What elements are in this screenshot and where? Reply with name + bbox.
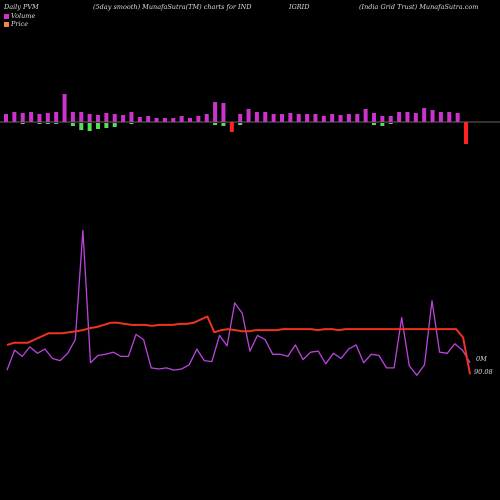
volume-bar [4, 114, 8, 122]
volume-bar [12, 112, 17, 122]
volume-below-bar [96, 123, 100, 129]
volume-bar [54, 112, 59, 122]
volume-bar [229, 122, 234, 132]
volume-bar [346, 114, 351, 122]
volume-zero-label: 0M [476, 355, 487, 363]
volume-bar [79, 112, 84, 122]
volume-bar [129, 112, 134, 122]
volume-bar [45, 113, 50, 122]
volume-bar [196, 116, 201, 122]
volume-bar [221, 103, 226, 122]
volume-below-bar [45, 123, 50, 124]
volume-below-bar [238, 123, 243, 125]
volume-bar [422, 108, 427, 122]
volume-bar [104, 113, 109, 122]
volume-bar [313, 114, 318, 122]
volume-bar [288, 113, 293, 122]
volume-below-bar [372, 123, 376, 125]
volume-below-bar [380, 123, 385, 126]
price-line [6, 315, 471, 375]
pvm-line [6, 229, 471, 376]
volume-bar [188, 118, 192, 122]
legend-volume-label: Volume [11, 12, 36, 20]
volume-bar [246, 109, 251, 122]
volume-bar [254, 112, 259, 122]
volume-bar [162, 118, 167, 122]
volume-bar [372, 113, 376, 122]
volume-below-bar [221, 123, 226, 126]
volume-bar [438, 112, 443, 122]
legend-price-label: Price [11, 20, 29, 28]
volume-bar [70, 112, 75, 122]
header-title: (5day smooth) MunafaSutra(TM) charts for… [93, 3, 252, 11]
volume-bar [29, 112, 34, 122]
volume-bar [397, 112, 402, 122]
volume-bar [321, 116, 326, 122]
legend-volume-swatch [4, 13, 9, 19]
volume-bar [37, 114, 42, 122]
volume-bar [213, 102, 218, 122]
volume-bar [363, 109, 368, 122]
volume-bar [464, 122, 468, 144]
volume-bar [338, 115, 343, 122]
volume-bar [405, 112, 410, 122]
legend-price: Price [4, 20, 28, 28]
volume-below-bar [104, 123, 109, 128]
volume-bar [112, 114, 117, 122]
volume-bar [179, 116, 184, 122]
volume-below-bar [112, 123, 117, 127]
price-last-label: 90.08 [474, 368, 493, 376]
volume-bar [204, 114, 209, 122]
volume-bar [263, 112, 268, 122]
volume-below-bar [213, 123, 218, 125]
volume-below-bar [70, 123, 75, 126]
volume-bar [413, 113, 418, 122]
volume-bar [430, 110, 435, 122]
volume-bar [238, 114, 243, 122]
volume-bar [121, 115, 126, 122]
legend-price-swatch [4, 21, 9, 27]
volume-bar [455, 113, 460, 122]
volume-bar [447, 112, 452, 122]
volume-bar [305, 114, 310, 122]
volume-bar [87, 114, 92, 122]
volume-bar [296, 114, 301, 122]
header-symbol: IGRID [289, 3, 310, 11]
volume-bar [388, 116, 393, 122]
volume-bar [271, 114, 276, 122]
volume-below-bar [54, 123, 59, 124]
volume-below-bar [79, 123, 84, 130]
volume-below-bar [37, 123, 42, 124]
volume-bar [62, 94, 67, 122]
volume-bar [355, 114, 360, 122]
volume-below-bar [87, 123, 92, 131]
volume-bar [96, 115, 100, 122]
volume-below-bar [129, 123, 134, 124]
volume-below-bar [388, 123, 393, 124]
volume-bar [154, 118, 159, 122]
volume-bar [330, 114, 335, 122]
header-right-label: (India Grid Trust) MunafaSutra.com [359, 3, 479, 11]
volume-bar [137, 117, 142, 122]
volume-bar [171, 118, 176, 122]
volume-bar [20, 113, 25, 122]
header-left-label: Daily PVM [4, 3, 39, 11]
legend-volume: Volume [4, 12, 35, 20]
volume-bar [146, 116, 151, 122]
volume-bar [380, 116, 385, 122]
volume-bar [280, 114, 284, 122]
volume-below-bar [20, 123, 25, 124]
